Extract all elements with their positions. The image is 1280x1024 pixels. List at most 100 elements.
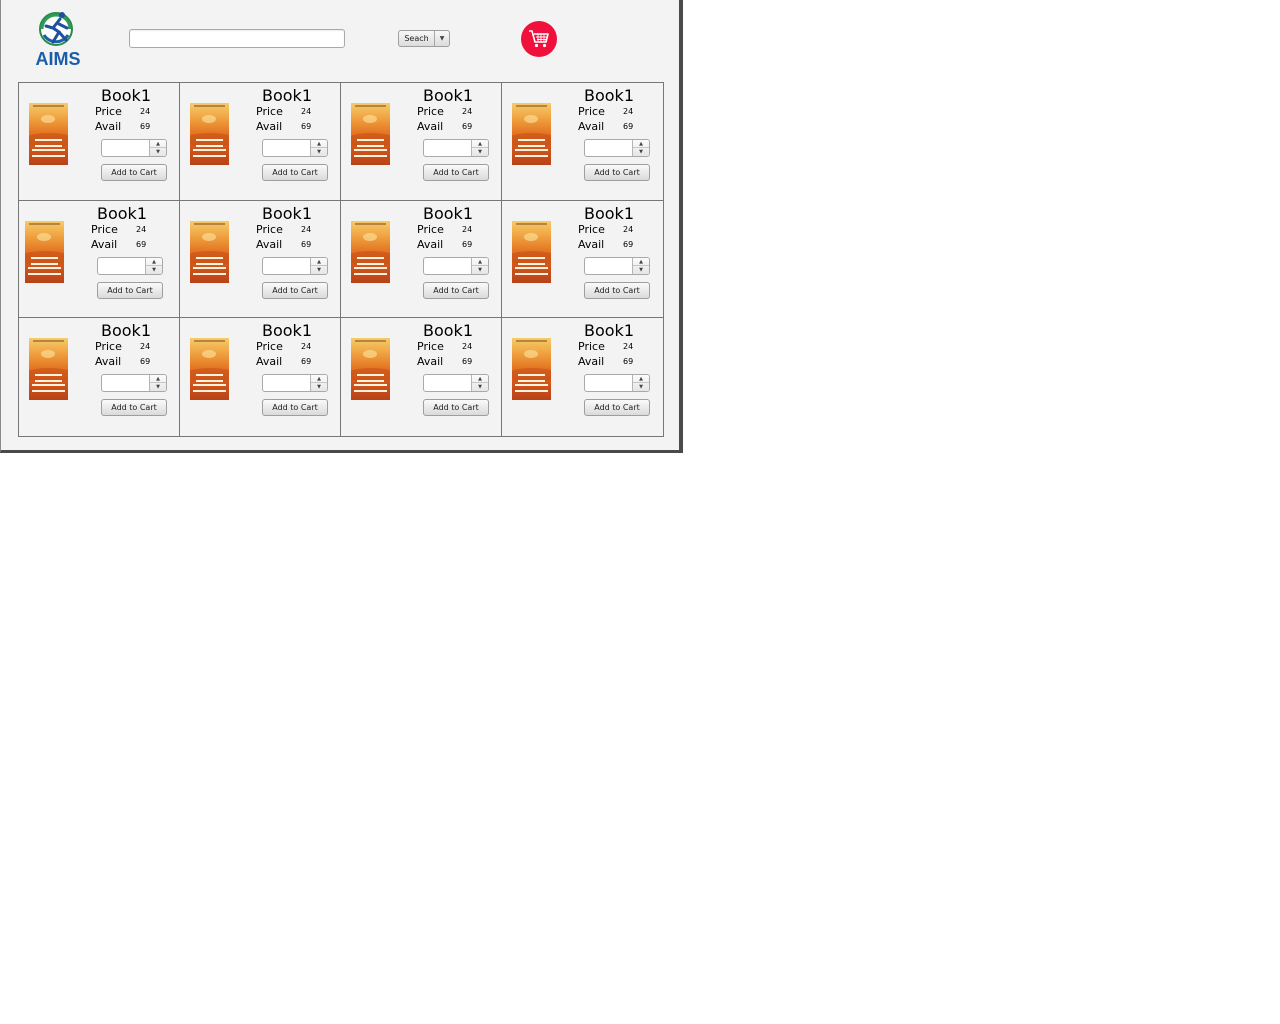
stepper-buttons[interactable]: ▲ ▼ — [310, 257, 327, 274]
stepper-up-icon[interactable]: ▲ — [633, 258, 649, 266]
stepper-down-icon[interactable]: ▼ — [639, 266, 643, 273]
stepper-up-icon[interactable]: ▲ — [311, 375, 327, 384]
search-button[interactable]: Seach ▼ — [398, 30, 450, 47]
quantity-stepper[interactable]: ▲ ▼ — [423, 139, 489, 157]
add-to-cart-button[interactable]: Add to Cart — [101, 399, 167, 417]
add-to-cart-button[interactable]: Add to Cart — [262, 399, 328, 417]
quantity-stepper[interactable]: ▲ ▼ — [101, 374, 167, 393]
price-label: Price — [578, 340, 605, 354]
price-value: 24 — [301, 224, 312, 234]
price-label: Price — [91, 222, 118, 236]
avail-value: 69 — [462, 122, 473, 131]
stepper-up-icon[interactable]: ▲ — [311, 140, 327, 148]
add-to-cart-button[interactable]: Add to Cart — [262, 164, 328, 181]
avail-label: Avail — [95, 120, 122, 133]
book-card: Book1 Price 24 Avail 69 ▲ ▼ Add to Cart — [502, 201, 663, 319]
price-label: Price — [578, 105, 605, 118]
avail-label: Avail — [256, 355, 283, 369]
avail-value: 69 — [301, 357, 312, 367]
stepper-down-icon[interactable]: ▼ — [317, 149, 321, 155]
aims-logo: AIMS — [29, 8, 87, 69]
price-value: 24 — [462, 107, 473, 116]
price-value: 24 — [462, 342, 473, 352]
avail-label: Avail — [417, 237, 444, 251]
book-cover-image — [512, 103, 551, 165]
book-card: Book1 Price 24 Avail 69 ▲ ▼ Add to Cart — [180, 318, 341, 436]
search-input[interactable] — [129, 29, 345, 48]
stepper-buttons[interactable]: ▲ ▼ — [310, 375, 327, 392]
cart-button[interactable] — [521, 21, 557, 57]
stepper-up-icon[interactable]: ▲ — [150, 375, 166, 384]
add-to-cart-button[interactable]: Add to Cart — [584, 281, 650, 299]
stepper-buttons[interactable]: ▲ ▼ — [310, 140, 327, 156]
price-label: Price — [417, 105, 444, 118]
book-card: Book1 Price 24 Avail 69 ▲ ▼ Add to Cart — [502, 318, 663, 436]
stepper-buttons[interactable]: ▲ ▼ — [471, 257, 488, 274]
chevron-down-icon[interactable]: ▼ — [434, 31, 449, 46]
quantity-stepper[interactable]: ▲ ▼ — [584, 256, 650, 275]
price-value: 24 — [301, 342, 312, 352]
stepper-down-icon[interactable]: ▼ — [478, 149, 482, 155]
quantity-stepper[interactable]: ▲ ▼ — [584, 374, 650, 393]
quantity-stepper[interactable]: ▲ ▼ — [584, 139, 650, 157]
stepper-down-icon[interactable]: ▼ — [639, 384, 643, 391]
avail-label: Avail — [256, 237, 283, 251]
stepper-buttons[interactable]: ▲ ▼ — [145, 257, 162, 274]
add-to-cart-button[interactable]: Add to Cart — [262, 281, 328, 299]
add-to-cart-button[interactable]: Add to Cart — [97, 281, 163, 299]
stepper-up-icon[interactable]: ▲ — [633, 375, 649, 384]
book-title: Book1 — [584, 203, 634, 223]
stepper-down-icon[interactable]: ▼ — [152, 266, 156, 273]
add-to-cart-button[interactable]: Add to Cart — [423, 399, 489, 417]
stepper-up-icon[interactable]: ▲ — [150, 140, 166, 148]
stepper-down-icon[interactable]: ▼ — [478, 384, 482, 391]
stepper-buttons[interactable]: ▲ ▼ — [632, 257, 649, 274]
quantity-stepper[interactable]: ▲ ▼ — [423, 374, 489, 393]
stepper-down-icon[interactable]: ▼ — [156, 384, 160, 391]
avail-value: 69 — [623, 357, 634, 367]
add-to-cart-button[interactable]: Add to Cart — [423, 281, 489, 299]
stepper-buttons[interactable]: ▲ ▼ — [471, 140, 488, 156]
stepper-down-icon[interactable]: ▼ — [639, 149, 643, 155]
book-cover-image — [190, 103, 229, 165]
quantity-stepper[interactable]: ▲ ▼ — [262, 256, 328, 275]
stepper-buttons[interactable]: ▲ ▼ — [632, 140, 649, 156]
avail-label: Avail — [578, 355, 605, 369]
book-card: Book1 Price 24 Avail 69 ▲ ▼ Add to Cart — [180, 200, 341, 319]
book-card: Book1 Price 24 Avail 69 ▲ ▼ Add to Cart — [180, 83, 341, 201]
stepper-down-icon[interactable]: ▼ — [156, 149, 160, 155]
stepper-down-icon[interactable]: ▼ — [317, 266, 321, 273]
avail-value: 69 — [140, 122, 151, 131]
quantity-stepper[interactable]: ▲ ▼ — [97, 256, 163, 275]
avail-value: 69 — [623, 239, 634, 249]
stepper-up-icon[interactable]: ▲ — [472, 375, 488, 384]
stepper-buttons[interactable]: ▲ ▼ — [149, 375, 166, 392]
avail-value: 69 — [623, 122, 634, 131]
stepper-up-icon[interactable]: ▲ — [311, 258, 327, 266]
stepper-buttons[interactable]: ▲ ▼ — [471, 375, 488, 392]
stepper-down-icon[interactable]: ▼ — [317, 384, 321, 391]
avail-value: 69 — [140, 357, 151, 367]
book-title: Book1 — [584, 321, 634, 341]
stepper-up-icon[interactable]: ▲ — [472, 140, 488, 148]
add-to-cart-button[interactable]: Add to Cart — [584, 399, 650, 417]
stepper-up-icon[interactable]: ▲ — [472, 258, 488, 266]
stepper-buttons[interactable]: ▲ ▼ — [632, 375, 649, 392]
book-title: Book1 — [262, 203, 312, 223]
quantity-stepper[interactable]: ▲ ▼ — [262, 139, 328, 157]
add-to-cart-button[interactable]: Add to Cart — [423, 164, 489, 181]
add-to-cart-button[interactable]: Add to Cart — [101, 164, 167, 181]
quantity-stepper[interactable]: ▲ ▼ — [262, 374, 328, 393]
stepper-up-icon[interactable]: ▲ — [633, 140, 649, 148]
book-card: Book1 Price 24 Avail 69 ▲ ▼ Add to Cart — [19, 318, 180, 436]
quantity-stepper[interactable]: ▲ ▼ — [423, 256, 489, 275]
add-to-cart-button[interactable]: Add to Cart — [584, 164, 650, 181]
stepper-buttons[interactable]: ▲ ▼ — [149, 140, 166, 156]
quantity-stepper[interactable]: ▲ ▼ — [101, 139, 167, 157]
stepper-down-icon[interactable]: ▼ — [478, 266, 482, 273]
book-card: Book1 Price 24 Avail 69 ▲ ▼ Add to Cart — [19, 83, 180, 201]
stepper-up-icon[interactable]: ▲ — [146, 258, 162, 266]
book-title: Book1 — [262, 86, 312, 105]
avail-value: 69 — [462, 357, 473, 367]
book-title: Book1 — [101, 86, 151, 105]
